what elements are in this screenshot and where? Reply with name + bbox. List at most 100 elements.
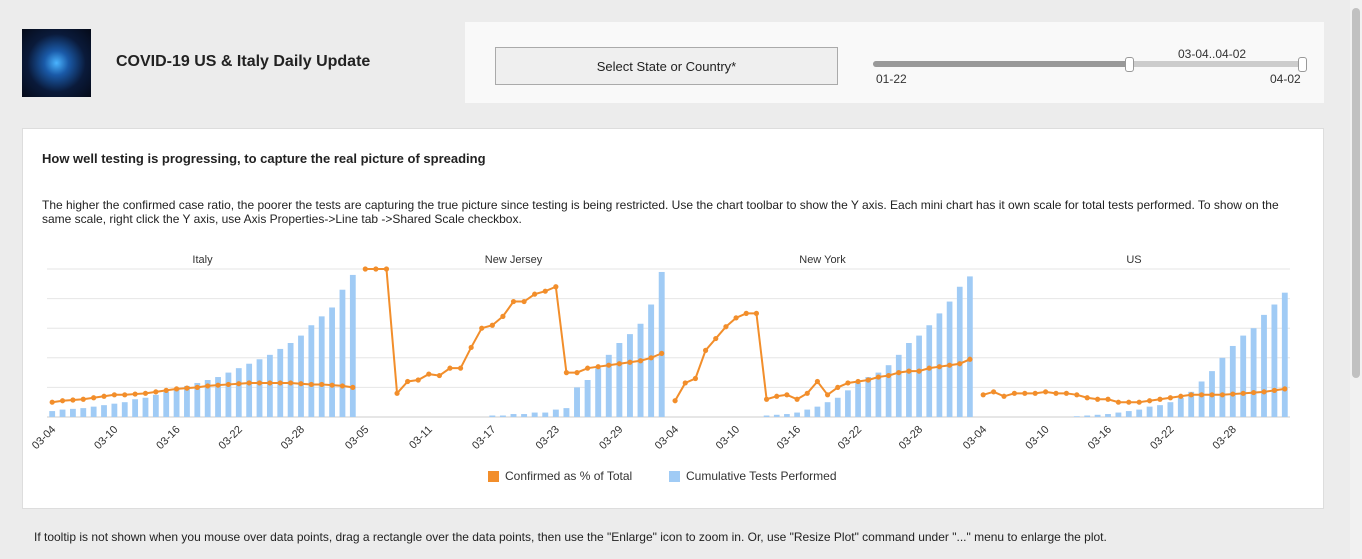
bar bbox=[1167, 402, 1174, 417]
line-point bbox=[163, 387, 169, 393]
line-point bbox=[627, 359, 633, 365]
line-point bbox=[648, 355, 654, 361]
line-point bbox=[606, 362, 612, 368]
line-point bbox=[637, 358, 644, 364]
line-point bbox=[521, 298, 527, 305]
legend-label: Confirmed as % of Total bbox=[505, 469, 632, 483]
line-point bbox=[563, 370, 570, 376]
line-point bbox=[1199, 392, 1205, 398]
line-point bbox=[1219, 392, 1225, 398]
x-tick-label: 03-17 bbox=[470, 424, 498, 452]
x-tick-label: 03-04 bbox=[30, 424, 58, 452]
line-point bbox=[362, 266, 368, 272]
bar bbox=[885, 365, 892, 417]
line-point bbox=[1178, 393, 1184, 399]
line-point bbox=[184, 385, 190, 391]
line-point bbox=[855, 378, 861, 385]
line-point bbox=[142, 390, 149, 396]
bar bbox=[875, 372, 882, 417]
bar bbox=[1115, 412, 1122, 417]
line-point bbox=[1105, 396, 1111, 402]
bar bbox=[215, 377, 221, 417]
panel-title: Italy bbox=[192, 254, 213, 266]
line-point bbox=[926, 365, 932, 371]
bar bbox=[1198, 381, 1205, 417]
bar bbox=[204, 380, 211, 417]
line-point bbox=[1209, 392, 1215, 398]
bar bbox=[184, 385, 190, 417]
bar bbox=[521, 414, 528, 417]
slider-handle[interactable] bbox=[1298, 57, 1307, 72]
bar bbox=[173, 388, 180, 417]
line-point bbox=[946, 362, 953, 368]
line-point bbox=[510, 298, 517, 305]
bar bbox=[648, 304, 655, 417]
line-point bbox=[542, 288, 548, 294]
line-point bbox=[267, 380, 273, 386]
line-point bbox=[1126, 399, 1132, 405]
line-point bbox=[865, 377, 871, 383]
line-point bbox=[1032, 390, 1038, 396]
line-point bbox=[59, 398, 66, 404]
line-point bbox=[585, 365, 591, 371]
line-point bbox=[733, 315, 739, 321]
line-point bbox=[1230, 391, 1236, 397]
line-point bbox=[1136, 399, 1142, 405]
bar bbox=[1188, 391, 1195, 417]
line-point bbox=[1282, 386, 1288, 392]
line-point bbox=[91, 395, 97, 401]
logo bbox=[22, 29, 91, 97]
line-point bbox=[991, 389, 997, 395]
line-point bbox=[753, 310, 760, 316]
line-point bbox=[1011, 390, 1018, 396]
line bbox=[52, 381, 353, 404]
bar bbox=[637, 323, 644, 417]
line-point bbox=[405, 378, 411, 385]
select-button[interactable]: Select State or Country* bbox=[495, 47, 838, 85]
line-point bbox=[1188, 392, 1194, 398]
bar bbox=[926, 325, 933, 417]
line-point bbox=[1074, 392, 1080, 398]
line-point bbox=[1157, 396, 1163, 402]
bar bbox=[266, 354, 273, 417]
bar bbox=[298, 335, 304, 417]
line-point bbox=[1022, 390, 1028, 396]
bar bbox=[773, 414, 780, 417]
line-point bbox=[784, 392, 790, 398]
footer-note: If tooltip is not shown when you mouse o… bbox=[34, 530, 1107, 544]
panel-description: The higher the confirmed case ratio, the… bbox=[42, 198, 1279, 226]
bar bbox=[1240, 335, 1247, 417]
x-tick-label: 03-22 bbox=[1148, 424, 1176, 452]
bar bbox=[132, 399, 139, 417]
line-point bbox=[415, 377, 421, 383]
x-tick-label: 03-10 bbox=[714, 424, 742, 452]
x-tick-label: 03-16 bbox=[1086, 424, 1114, 452]
line-point bbox=[319, 381, 325, 388]
line-point bbox=[1095, 396, 1101, 402]
line-point bbox=[225, 381, 232, 388]
line-point bbox=[1001, 393, 1007, 399]
range-label: 03-04..04-02 bbox=[1178, 47, 1247, 61]
line-point bbox=[804, 390, 810, 396]
line-point bbox=[256, 380, 263, 386]
bar bbox=[318, 316, 325, 417]
line-point bbox=[763, 396, 770, 402]
line-point bbox=[553, 284, 559, 290]
scrollbar-thumb[interactable] bbox=[1352, 8, 1360, 378]
bar bbox=[824, 402, 831, 417]
panel-title: New York bbox=[799, 254, 846, 266]
line-point bbox=[288, 380, 294, 386]
bar bbox=[1281, 292, 1288, 417]
line-point bbox=[713, 335, 719, 342]
bar bbox=[1177, 397, 1184, 417]
line-point bbox=[595, 364, 601, 370]
bar bbox=[225, 372, 232, 417]
line-point bbox=[574, 370, 580, 376]
bar bbox=[1084, 415, 1091, 417]
slider-handle[interactable] bbox=[1125, 57, 1134, 72]
bar bbox=[804, 409, 811, 417]
line-point bbox=[794, 396, 800, 402]
bar bbox=[1250, 328, 1257, 417]
line-point bbox=[936, 364, 943, 370]
